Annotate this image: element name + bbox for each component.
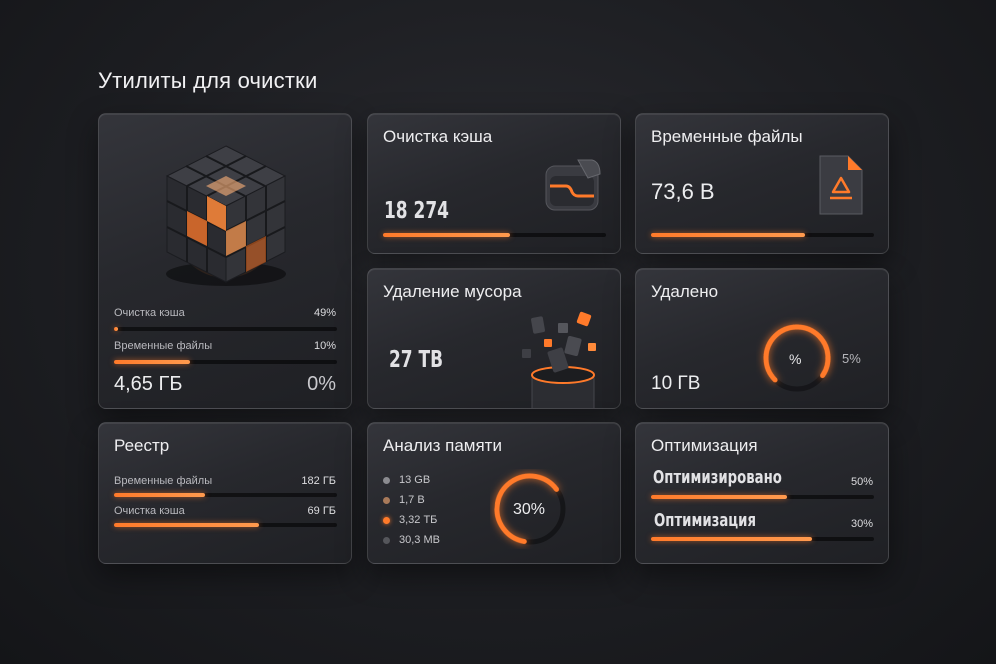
- recycle-file-icon: [819, 155, 863, 215]
- trash-removal-card[interactable]: Удаление мусора 27 ТВ: [367, 268, 621, 409]
- card-title: Оптимизация: [651, 436, 758, 455]
- legend-dot-4: [383, 537, 390, 544]
- optimization-card[interactable]: Оптимизация Оптимизировано 50% Оптимизац…: [635, 422, 889, 564]
- deleted-value: 10 ГВ: [651, 373, 701, 394]
- deleted-gauge-label: %: [789, 351, 802, 367]
- deleted-gauge-arc: [763, 324, 831, 392]
- trash-bin-icon: [522, 311, 596, 408]
- legend-label-1: 13 GB: [399, 474, 431, 486]
- registry-progress-temp: [114, 493, 337, 497]
- legend-dot-2: [383, 497, 390, 504]
- card-title: Удаление мусора: [383, 282, 522, 301]
- registry-row-value-cache: 69 ГБ: [307, 505, 336, 517]
- memory-gauge-label: 30%: [513, 501, 546, 518]
- hero-row-value-cache: 49%: [313, 307, 336, 319]
- temp-progress: [651, 233, 874, 237]
- registry-progress-temp-fill: [114, 493, 206, 497]
- optimization-row-value-1: 50%: [850, 476, 873, 488]
- registry-row-label-temp: Временные файлы: [114, 475, 213, 487]
- folder-icon: [545, 159, 601, 211]
- memory-gauge: [494, 473, 566, 545]
- hero-cube-card[interactable]: Очистка кэша 49% Временные файлы 10% 4,6…: [98, 113, 352, 409]
- legend-dot-3: [383, 517, 390, 524]
- card-title: Удалено: [651, 282, 719, 301]
- optimization-progress-2: [651, 537, 874, 541]
- temp-value: 73,6 В: [651, 179, 715, 204]
- memory-analysis-card[interactable]: Анализ памяти 13 GB 1,7 В 3,32 ТБ 30,3 М…: [367, 422, 621, 564]
- registry-row-label-cache: Очистка кэша: [114, 505, 185, 517]
- hero-row-label-temp: Временные файлы: [114, 340, 213, 352]
- hero-row-label-cache: Очистка кэша: [114, 307, 185, 319]
- optimization-row-value-2: 30%: [850, 518, 873, 530]
- cache-value: 18 274: [384, 198, 449, 224]
- card-title: Анализ памяти: [383, 436, 502, 455]
- legend-label-3: 3,32 ТБ: [399, 514, 438, 526]
- hero-total-percent: 0%: [307, 373, 336, 395]
- temp-progress-fill: [651, 233, 805, 237]
- optimization-progress-1-fill: [651, 495, 788, 499]
- card-title: Реестр: [114, 436, 170, 455]
- legend-label-4: 30,3 МВ: [399, 534, 440, 546]
- memory-gauge-arc: [494, 473, 566, 545]
- optimization-row-label-2: Оптимизация: [654, 510, 756, 531]
- hero-progress-cache: [114, 327, 337, 331]
- card-title: Временные файлы: [651, 127, 803, 146]
- optimization-row-label-1: Оптимизировано: [653, 467, 782, 488]
- hero-row-value-temp: 10%: [313, 340, 336, 352]
- optimization-progress-1: [651, 495, 874, 499]
- registry-row-value-temp: 182 ГБ: [301, 475, 336, 487]
- registry-progress-cache: [114, 523, 337, 527]
- deleted-gauge: [763, 324, 831, 392]
- deleted-card[interactable]: Удалено 10 ГВ % 5%: [635, 268, 889, 409]
- hero-progress-temp-fill: [114, 360, 190, 364]
- cache-progress-fill: [383, 233, 511, 237]
- deleted-side-value: 5%: [842, 351, 861, 366]
- trash-value: 27 ТВ: [389, 347, 444, 373]
- cache-progress: [383, 233, 606, 237]
- hero-progress-cache-fill: [114, 327, 119, 331]
- hero-progress-temp: [114, 360, 337, 364]
- registry-progress-cache-fill: [114, 523, 259, 527]
- page-title: Утилиты для очистки: [98, 68, 318, 93]
- temp-files-card[interactable]: Временные файлы 73,6 В: [635, 113, 889, 254]
- card-title: Очистка кэша: [383, 127, 493, 146]
- hero-total-value: 4,65 ГБ: [114, 373, 183, 395]
- legend-dot-1: [383, 477, 390, 484]
- optimization-progress-2-fill: [651, 537, 812, 541]
- cache-cleanup-card[interactable]: Очистка кэша 18 274: [367, 113, 621, 254]
- glowing-cube-icon: [165, 145, 287, 286]
- legend-label-2: 1,7 В: [399, 494, 425, 506]
- registry-card[interactable]: Реестр Временные файлы 182 ГБ Очистка кэ…: [98, 422, 352, 564]
